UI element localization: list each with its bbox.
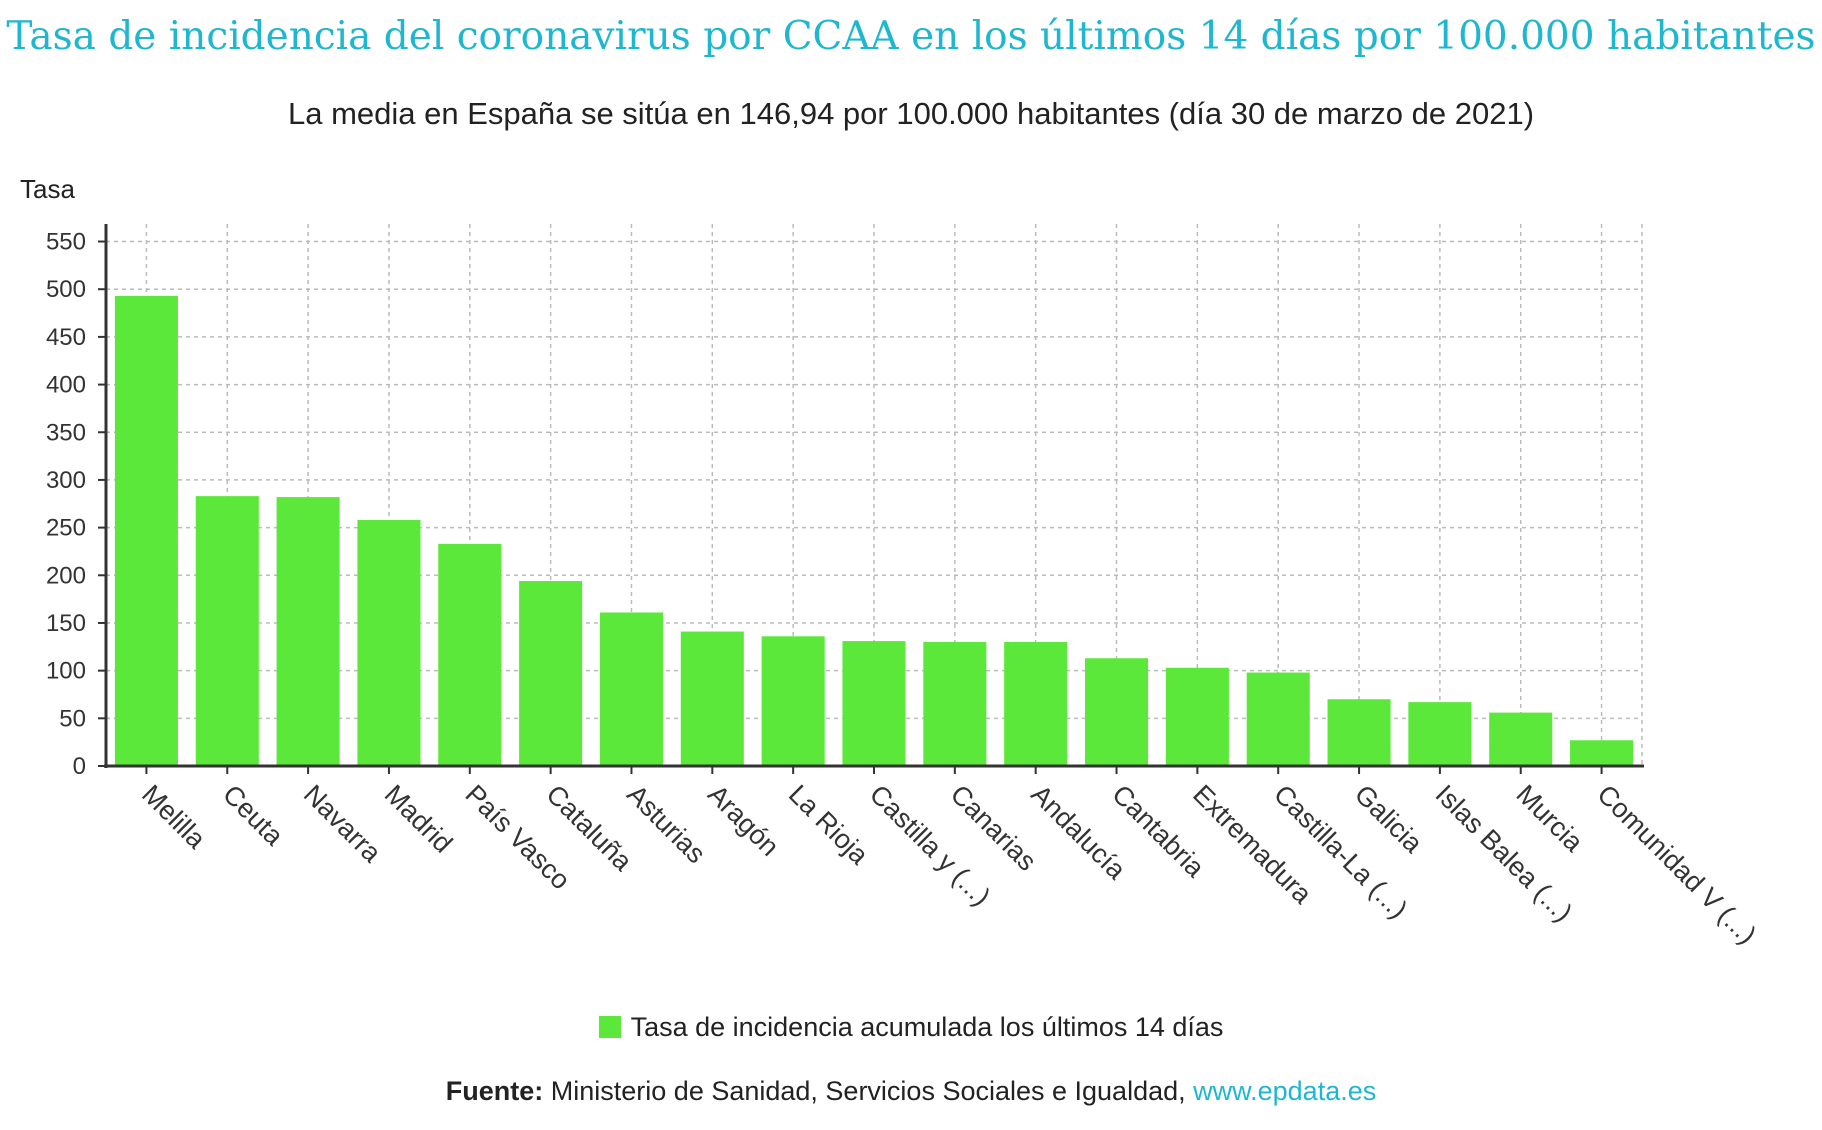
bar xyxy=(357,519,421,766)
bar xyxy=(1408,702,1472,766)
bar xyxy=(923,642,987,766)
bar xyxy=(599,612,664,766)
y-tick-label: 0 xyxy=(73,753,86,780)
y-tick-label: 400 xyxy=(46,372,86,399)
legend-swatch xyxy=(598,1016,621,1038)
source-line: Fuente: Ministerio de Sanidad, Servicios… xyxy=(0,1076,1822,1107)
y-tick-label: 200 xyxy=(46,562,86,589)
x-tick-label: Aragón xyxy=(702,779,785,862)
bar xyxy=(680,631,744,766)
y-tick-label: 300 xyxy=(46,467,86,494)
bar xyxy=(1489,712,1553,766)
y-tick-label: 100 xyxy=(46,658,86,685)
y-tick-label: 50 xyxy=(59,705,86,732)
x-tick-label: La Rioja xyxy=(783,779,875,871)
y-tick-label: 150 xyxy=(46,610,86,637)
x-tick-label: Islas Balea (...) xyxy=(1430,779,1579,928)
y-tick-label: 500 xyxy=(46,276,86,303)
chart-subtitle: La media en España se sitúa en 146,94 po… xyxy=(287,96,1535,131)
x-tick-label: Navarra xyxy=(298,779,388,869)
x-tick-label: Melilla xyxy=(136,779,212,855)
bar xyxy=(438,543,502,766)
bar xyxy=(1084,658,1149,766)
y-tick-labels: 0 50 100 150 200 250 300 350 400 450 500 550 xyxy=(46,229,86,780)
y-tick-label: 250 xyxy=(46,515,86,542)
bars xyxy=(114,295,1634,766)
chart-title: Tasa de incidencia del coronavirus por C… xyxy=(6,14,1816,59)
y-tick-label: 350 xyxy=(46,419,86,446)
bar xyxy=(1327,699,1391,766)
axes xyxy=(104,224,1644,768)
bar xyxy=(1165,667,1229,766)
legend[interactable]: Tasa de incidencia acumulada los últimos… xyxy=(0,1012,1822,1043)
y-axis-label: Tasa xyxy=(20,174,75,204)
bar xyxy=(1246,672,1310,766)
bar xyxy=(1004,642,1068,766)
x-tick-label: Murcia xyxy=(1510,779,1589,858)
source-link[interactable]: www.epdata.es xyxy=(1193,1076,1377,1106)
x-tick-label: Ceuta xyxy=(217,779,290,852)
bar xyxy=(761,636,825,766)
bar xyxy=(276,497,340,766)
source-label: Fuente: xyxy=(445,1076,544,1106)
bar xyxy=(114,295,178,766)
x-tick-label: Madrid xyxy=(379,779,459,859)
source-text: Ministerio de Sanidad, Servicios Sociale… xyxy=(543,1076,1194,1106)
y-tick-label: 450 xyxy=(46,324,86,351)
bar xyxy=(842,641,906,766)
x-tick-label: Comunidad V (...) xyxy=(1591,779,1762,950)
bar xyxy=(195,496,259,766)
bar xyxy=(519,581,583,766)
x-tick-label: Galicia xyxy=(1349,779,1429,859)
bar xyxy=(1570,740,1634,766)
legend-label: Tasa de incidencia acumulada los últimos… xyxy=(630,1012,1224,1042)
y-tick-label: 550 xyxy=(46,229,86,256)
